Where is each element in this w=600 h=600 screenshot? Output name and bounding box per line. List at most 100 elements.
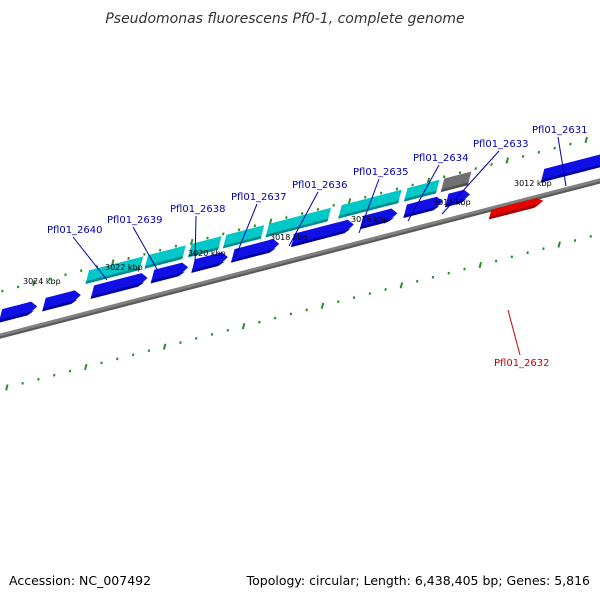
inner-tick <box>210 332 214 336</box>
inner-tick <box>241 323 246 330</box>
inner-tick <box>147 349 151 353</box>
leader-line <box>557 136 567 187</box>
inner-tick <box>289 312 293 316</box>
outer-tick <box>174 244 178 248</box>
selected-gene-edge <box>265 218 329 238</box>
forward-gene <box>90 273 148 299</box>
gene-label: Pfl01_2634 <box>413 153 469 164</box>
outer-tick <box>16 285 20 289</box>
outer-tick <box>237 228 241 232</box>
inner-tick <box>320 302 325 309</box>
forward-gene <box>403 196 443 218</box>
kbp-label: 3016 kbp <box>351 215 389 224</box>
kbp-label: 3022 kbp <box>105 263 143 272</box>
forward-gene-edge <box>150 271 185 284</box>
outer-tick <box>505 157 510 164</box>
outer-tick <box>537 150 541 154</box>
gene-label: Pfl01_2633 <box>473 139 529 150</box>
inner-tick <box>447 271 451 275</box>
leader-line <box>132 226 159 272</box>
forward-gene-edge <box>231 248 276 263</box>
inner-tick <box>384 288 387 291</box>
inner-tick-track <box>5 234 593 391</box>
outer-tick <box>221 232 225 236</box>
outer-tick <box>1 289 4 293</box>
gene-label: Pfl01_2635 <box>353 167 409 178</box>
outer-tick <box>553 146 556 150</box>
selected-gene-edge <box>338 200 399 219</box>
outer-tick <box>189 238 194 246</box>
kbp-label: 3020 kbp <box>188 249 226 258</box>
gene-labels: Pfl01_2640 Pfl01_2639 Pfl01_2638 Pfl01_2637… <box>47 125 588 369</box>
gene-track <box>0 154 600 323</box>
outer-tick <box>569 142 572 146</box>
outer-tick <box>158 248 162 252</box>
outer-tick <box>490 163 493 166</box>
inner-tick <box>589 234 593 238</box>
selected-gene-edge <box>222 235 262 249</box>
inner-tick <box>368 292 372 296</box>
leader-line <box>194 215 197 266</box>
forward-gene-edge <box>42 299 78 312</box>
forward-gene <box>0 301 38 323</box>
outer-tick <box>364 195 367 199</box>
inner-tick <box>273 316 277 320</box>
outer-tick <box>395 187 399 191</box>
inner-tick <box>352 296 356 300</box>
map-title: Pseudomonas fluorescens Pf0-1, complete … <box>105 11 464 27</box>
inner-tick <box>5 384 9 391</box>
forward-gene <box>359 208 398 230</box>
outer-tick <box>206 236 209 240</box>
gene-label: Pfl01_2632 <box>494 358 550 369</box>
inner-tick <box>179 341 182 344</box>
selected-gene <box>144 245 186 269</box>
inner-tick <box>116 357 119 361</box>
leader-line <box>407 164 440 222</box>
gene-label: Pfl01_2636 <box>292 180 348 191</box>
outer-tick <box>411 183 414 187</box>
selected-gene-edge <box>144 256 183 269</box>
outer-tick <box>442 175 446 179</box>
gene-label: Pfl01_2631 <box>532 125 588 136</box>
inner-tick <box>510 255 514 259</box>
inner-tick <box>21 381 24 385</box>
forward-gene-edge <box>359 217 394 230</box>
inner-tick <box>162 343 167 350</box>
inner-tick <box>431 275 435 279</box>
outer-tick-track <box>1 136 588 293</box>
inner-tick <box>194 336 198 340</box>
outer-tick <box>521 154 525 158</box>
genome-summary-text: Topology: circular; Length: 6,438,405 bp… <box>246 573 590 588</box>
leader-line <box>234 203 258 259</box>
gene-label: Pfl01_2637 <box>231 192 287 203</box>
outer-tick <box>32 279 36 287</box>
inner-tick <box>478 261 483 269</box>
outer-tick <box>347 198 352 205</box>
inner-tick <box>415 279 419 283</box>
selected-gene-edge <box>404 190 437 202</box>
selected-gene <box>85 256 144 284</box>
gene-pfl01-2633-block <box>440 171 472 193</box>
outer-tick <box>143 252 146 256</box>
forward-gene <box>291 219 354 248</box>
selected-gene <box>404 179 440 202</box>
outer-tick <box>458 171 462 175</box>
forward-gene <box>445 189 470 208</box>
outer-tick <box>48 277 51 281</box>
outer-tick <box>79 269 83 273</box>
gene-pfl01-2633-block-edge <box>440 182 469 193</box>
outer-tick <box>285 216 288 220</box>
leader-line <box>441 150 500 215</box>
outer-tick <box>316 207 320 211</box>
selected-gene-edge <box>188 246 219 258</box>
forward-gene <box>150 262 189 284</box>
outer-tick <box>332 203 336 207</box>
backbone-line <box>0 178 600 337</box>
inner-tick <box>100 361 103 365</box>
forward-gene <box>191 252 228 273</box>
outer-tick <box>379 191 383 195</box>
outer-tick <box>426 177 431 184</box>
leader-line <box>358 178 380 234</box>
leader-line <box>507 309 521 356</box>
inner-tick <box>37 377 40 381</box>
